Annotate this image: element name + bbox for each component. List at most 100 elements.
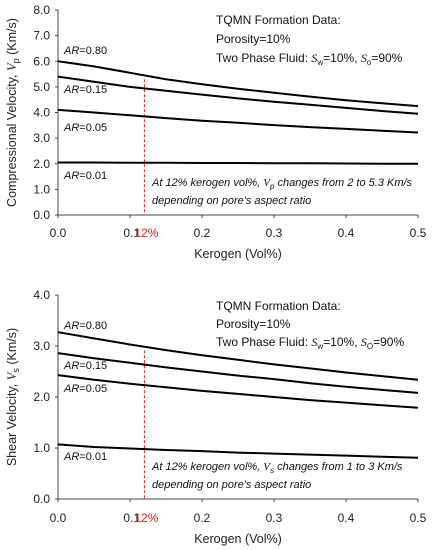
info-title: TQMN Formation Data: xyxy=(216,13,341,27)
note-subscript: s xyxy=(270,466,274,475)
note-line-1: At 12% kerogen vol%, Vp changes from 2 t… xyxy=(151,177,413,191)
series-label-value: =0.80 xyxy=(79,45,107,57)
info-fluid-mid: =10%, xyxy=(323,51,361,65)
y-label-symbol: V xyxy=(5,62,19,71)
y-label-suffix: (Km/s) xyxy=(5,328,19,368)
series-label-ar: AR xyxy=(63,170,79,182)
marker-label: 12% xyxy=(134,226,158,240)
series-label-ar: AR xyxy=(63,451,79,463)
y-label-suffix: (Km/s) xyxy=(5,18,19,58)
y-tick-label: 4.0 xyxy=(33,106,50,120)
x-tick-label: 0.3 xyxy=(266,511,283,525)
y-tick-label: 1.0 xyxy=(33,182,50,196)
series-line-ar005 xyxy=(57,108,419,134)
note-symbol: V xyxy=(263,461,271,473)
series-label: AR=0.01 xyxy=(63,451,107,463)
series-label: AR=0.05 xyxy=(63,122,107,134)
series-line-ar080 xyxy=(57,331,419,381)
series-label-value: =0.05 xyxy=(79,122,107,134)
series-label: AR=0.15 xyxy=(63,84,107,96)
x-tick-label: 0.0 xyxy=(50,226,67,240)
y-tick-label: 7.0 xyxy=(33,29,50,43)
note-line-2: depending on pore's aspect ratio xyxy=(152,195,311,207)
series-label-value: =0.15 xyxy=(79,360,107,372)
note-symbol: V xyxy=(263,177,271,189)
note-suffix: changes from 2 to 5.3 Km/s xyxy=(274,177,412,189)
note-prefix: At 12% kerogen vol%, xyxy=(151,177,263,189)
y-label-symbol: V xyxy=(5,371,19,380)
info-porosity: Porosity=10% xyxy=(216,317,291,331)
info-fluid: Two Phase Fluid: Sw=10%, So=90% xyxy=(216,51,403,67)
y-tick-label: 8.0 xyxy=(33,3,50,17)
x-tick-label: 0.5 xyxy=(410,511,427,525)
info-fluid-sw-symbol: S xyxy=(311,51,317,65)
series-label-value: =0.80 xyxy=(79,320,107,332)
series-line-ar001 xyxy=(58,161,418,165)
y-axis-label: Compressional Velocity, Vp (Km/s) xyxy=(5,18,21,207)
info-fluid-post: =90% xyxy=(371,51,402,65)
x-tick-label: 0.1 xyxy=(123,226,140,240)
series-label-ar: AR xyxy=(63,84,79,96)
note-subscript: p xyxy=(269,182,275,191)
series-label-ar: AR xyxy=(63,320,79,332)
series-label-ar: AR xyxy=(63,383,79,395)
x-tick-label: 0.2 xyxy=(194,511,211,525)
series-label: AR=0.01 xyxy=(63,170,107,182)
x-tick-label: 0.0 xyxy=(50,511,67,525)
y-tick-label: 4.0 xyxy=(33,288,50,302)
info-fluid-so-symbol: S xyxy=(361,51,367,65)
series-label-value: =0.01 xyxy=(79,170,107,182)
series-label: AR=0.05 xyxy=(63,383,107,395)
series-label-value: =0.01 xyxy=(79,451,107,463)
y-label-subscript: s xyxy=(11,368,21,373)
series-label-ar: AR xyxy=(63,45,79,57)
note-line-2: depending on pore's aspect ratio xyxy=(152,479,311,491)
chart-panel-1: 0.0 1.0 2.0 3.0 4.0 5.0 6.0 7.0 8.0 0.0 0.1 0.2 0.3 0… xyxy=(5,3,427,261)
x-tick-label: 0.4 xyxy=(338,511,355,525)
series-label-value: =0.15 xyxy=(79,84,107,96)
info-fluid-so-sub: o xyxy=(367,58,372,67)
x-tick-label: 0.5 xyxy=(410,226,427,240)
x-tick-label: 0.1 xyxy=(123,511,140,525)
note-line-1: At 12% kerogen vol%, Vs changes from 1 t… xyxy=(151,461,403,475)
y-label-prefix: Shear Velocity, xyxy=(5,380,19,466)
y-tick-label: 1.0 xyxy=(33,441,50,455)
marker-label: 12% xyxy=(134,511,158,525)
info-fluid-sw-sub: w xyxy=(316,342,323,351)
series-label: AR=0.15 xyxy=(63,360,107,372)
y-tick-label: 6.0 xyxy=(33,54,50,68)
y-tick-label: 2.0 xyxy=(33,157,50,171)
series-label-ar: AR xyxy=(63,360,79,372)
note-prefix: At 12% kerogen vol%, xyxy=(151,461,263,473)
info-title: TQMN Formation Data: xyxy=(216,299,341,313)
info-fluid: Two Phase Fluid: Sw=10%, SO=90% xyxy=(216,335,404,351)
info-fluid-mid: =10%, xyxy=(323,335,361,349)
series-label-value: =0.05 xyxy=(79,383,107,395)
info-fluid-sw-symbol: S xyxy=(311,335,317,349)
info-porosity: Porosity=10% xyxy=(216,32,291,46)
y-tick-label: 3.0 xyxy=(33,131,50,145)
info-fluid-sw-sub: w xyxy=(316,58,323,67)
y-tick-label: 3.0 xyxy=(33,339,50,353)
x-axis-label: Kerogen (Vol%) xyxy=(194,532,282,546)
series-line-ar080 xyxy=(57,60,419,108)
y-tick-label: 5.0 xyxy=(33,80,50,94)
series-label: AR=0.80 xyxy=(63,320,107,332)
y-label-prefix: Compressional Velocity, xyxy=(5,71,19,207)
series-line-ar005 xyxy=(57,374,419,409)
x-axis-label: Kerogen (Vol%) xyxy=(194,247,282,261)
info-fluid-post: =90% xyxy=(373,335,404,349)
info-fluid-prefix: Two Phase Fluid: xyxy=(216,335,311,349)
series-label-ar: AR xyxy=(63,122,79,134)
x-tick-label: 0.2 xyxy=(194,226,211,240)
info-fluid-so-sub: O xyxy=(367,342,373,351)
series-line-ar001 xyxy=(57,443,419,459)
info-fluid-prefix: Two Phase Fluid: xyxy=(216,51,311,65)
note-suffix: changes from 1 to 3 Km/s xyxy=(274,461,403,473)
x-tick-label: 0.3 xyxy=(266,226,283,240)
info-fluid-so-symbol: S xyxy=(361,335,367,349)
series-label: AR=0.80 xyxy=(63,45,107,57)
y-tick-label: 2.0 xyxy=(33,390,50,404)
y-axis-label: Shear Velocity, Vs (Km/s) xyxy=(5,328,21,466)
